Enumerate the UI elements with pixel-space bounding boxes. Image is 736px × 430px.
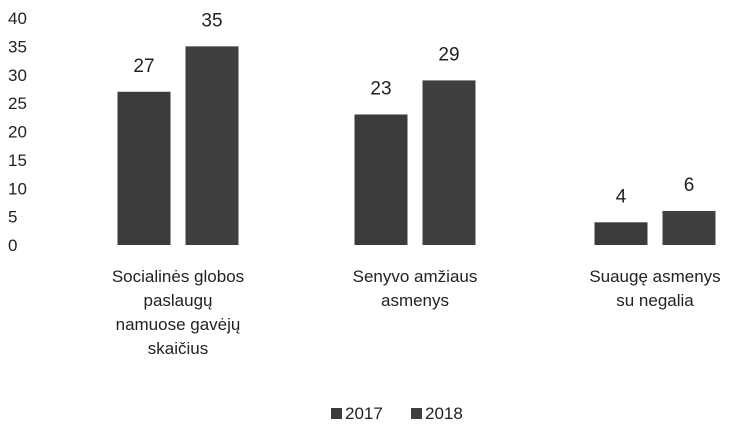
legend-label-2018: 2018 bbox=[425, 404, 463, 423]
bar-2017-2 bbox=[354, 114, 408, 245]
y-tick-label: 10 bbox=[8, 179, 27, 198]
bar-2017-3 bbox=[594, 222, 648, 245]
y-tick-label: 40 bbox=[8, 9, 27, 28]
value-label-2017-3: 4 bbox=[616, 186, 627, 207]
legend: 2017 2018 bbox=[331, 404, 463, 423]
value-label-2018-3: 6 bbox=[684, 175, 695, 196]
y-axis: 0 5 10 15 20 25 30 35 40 bbox=[8, 9, 27, 255]
y-tick-label: 25 bbox=[8, 94, 27, 113]
value-label-2018-2: 29 bbox=[438, 44, 459, 65]
legend-swatch-2017 bbox=[331, 408, 342, 419]
y-tick-label: 20 bbox=[8, 123, 27, 142]
y-tick-label: 35 bbox=[8, 37, 27, 56]
y-tick-label: 30 bbox=[8, 66, 27, 85]
y-tick-label: 5 bbox=[8, 208, 17, 227]
y-tick-label: 0 bbox=[8, 236, 17, 255]
category-label-1: Socialinės globos paslaugų namuose gavėjų s… bbox=[112, 267, 244, 358]
value-labels: 27 35 23 29 4 6 bbox=[133, 10, 694, 207]
legend-swatch-2018 bbox=[411, 408, 422, 419]
category-label-3: Suaugę asmenys su negalia bbox=[589, 267, 720, 310]
bar-2018-3 bbox=[662, 210, 716, 245]
bar-2017-1 bbox=[117, 91, 171, 246]
y-tick-label: 15 bbox=[8, 151, 27, 170]
value-label-2017-1: 27 bbox=[133, 56, 154, 77]
bar-2018-1 bbox=[185, 46, 239, 245]
category-labels: Socialinės globos paslaugų namuose gavėjų s… bbox=[112, 267, 721, 358]
legend-label-2017: 2017 bbox=[345, 404, 383, 423]
bar-2018-2 bbox=[422, 80, 476, 245]
category-label-2: Senyvo amžiaus asmenys bbox=[353, 267, 478, 310]
value-label-2017-2: 23 bbox=[370, 78, 391, 99]
value-label-2018-1: 35 bbox=[201, 10, 222, 31]
bars bbox=[117, 46, 716, 246]
